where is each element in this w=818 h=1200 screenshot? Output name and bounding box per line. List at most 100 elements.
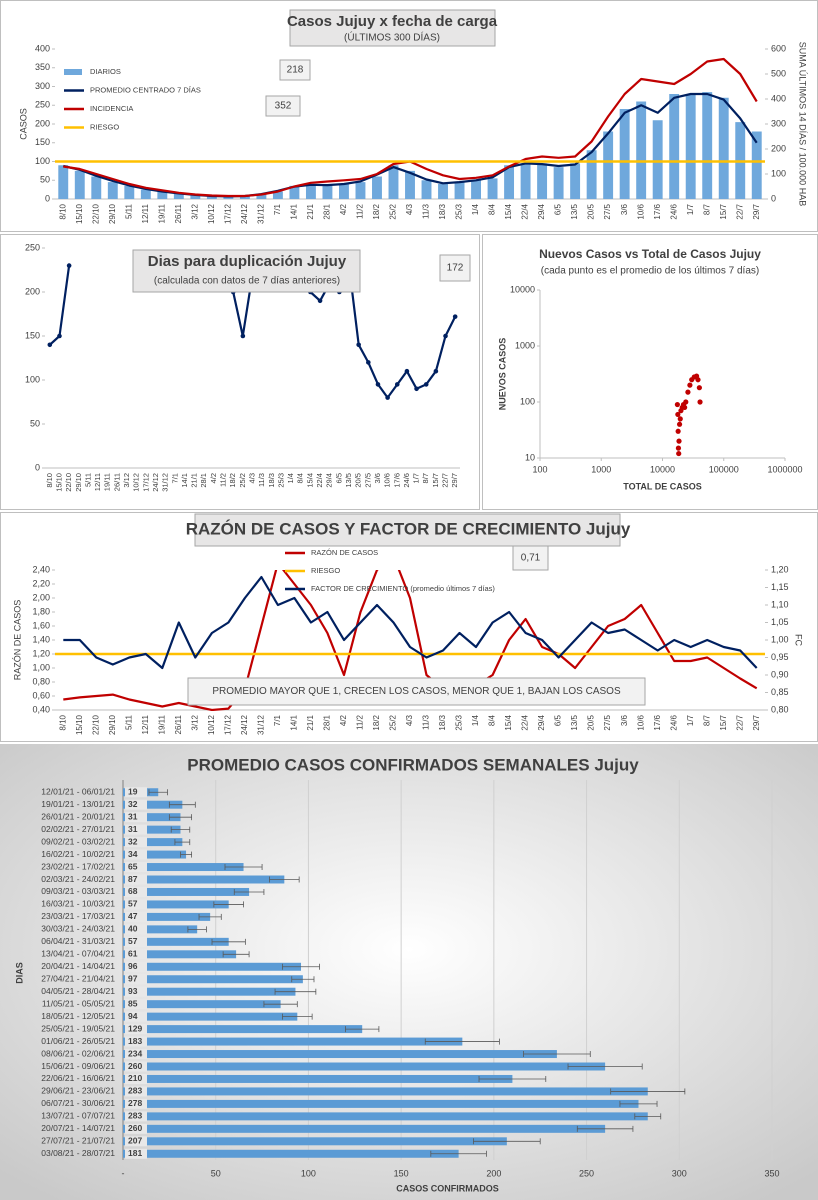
bar bbox=[123, 1099, 639, 1108]
y-tick-label: 18/05/21 - 12/05/21 bbox=[41, 1011, 115, 1021]
bar bbox=[586, 150, 597, 199]
y-tick-label: 27/04/21 - 21/04/21 bbox=[41, 973, 115, 983]
y2-tick-label: 100 bbox=[771, 168, 786, 178]
x-tick-label: 27/5 bbox=[603, 714, 612, 730]
x-tick-label: 13/5 bbox=[344, 473, 353, 488]
x-tick-label: 14/1 bbox=[290, 714, 299, 730]
panel bbox=[482, 234, 818, 510]
x-tick-label: 200 bbox=[486, 1168, 501, 1178]
y-tick-label: 27/07/21 - 21/07/21 bbox=[41, 1136, 115, 1146]
x-tick-label: 50 bbox=[211, 1168, 221, 1178]
chart-title: PROMEDIO CASOS CONFIRMADOS SEMANALES Juj… bbox=[187, 755, 639, 774]
point bbox=[414, 386, 419, 392]
y-tick-label: 06/04/21 - 31/03/21 bbox=[41, 936, 115, 946]
bar bbox=[123, 912, 211, 921]
x-tick-label: 17/6 bbox=[392, 473, 401, 488]
x-tick-label: 15/4 bbox=[504, 203, 513, 219]
value-label-bg bbox=[125, 1086, 147, 1097]
x-tick-label: 24/12 bbox=[240, 203, 249, 224]
point bbox=[356, 342, 361, 348]
bar bbox=[339, 184, 349, 199]
point bbox=[696, 385, 702, 391]
y2-tick-label: 1,00 bbox=[771, 634, 789, 644]
value-label: 181 bbox=[128, 1148, 142, 1158]
x-tick-label: 25/2 bbox=[389, 714, 398, 730]
y-tick-label: 1,80 bbox=[32, 606, 50, 616]
value-label-bg bbox=[125, 911, 147, 922]
y-tick-label: 1000 bbox=[515, 340, 535, 350]
x-tick-label: 19/11 bbox=[103, 473, 112, 491]
value-label-bg bbox=[125, 1011, 147, 1022]
bar bbox=[107, 182, 118, 199]
y-tick-label: 23/02/21 - 17/02/21 bbox=[41, 861, 115, 871]
x-tick-label: 6/5 bbox=[554, 714, 563, 726]
x-tick-label: 12/11 bbox=[141, 203, 150, 223]
y-tick-label: 0 bbox=[35, 462, 40, 472]
annotation: PROMEDIO MAYOR QUE 1, CRECEN LOS CASOS, … bbox=[212, 686, 621, 697]
y-tick-label: 350 bbox=[35, 62, 50, 72]
value-label: 283 bbox=[128, 1111, 142, 1121]
value-label-bg bbox=[125, 824, 147, 835]
bar bbox=[123, 962, 302, 971]
x-tick-label: 15/10 bbox=[75, 203, 84, 224]
y-tick-label: 30/03/21 - 24/03/21 bbox=[41, 924, 115, 934]
y-axis-label: DIAS bbox=[14, 962, 24, 984]
y-tick-label: 50 bbox=[40, 175, 50, 185]
x-tick-label: 10/6 bbox=[383, 473, 392, 488]
legend-label: INCIDENCIA bbox=[90, 104, 133, 113]
x-tick-label: 24/6 bbox=[669, 203, 678, 219]
point bbox=[682, 404, 688, 411]
x-tick-label: 3/6 bbox=[620, 714, 629, 726]
point bbox=[443, 333, 448, 339]
x-tick-label: 4/3 bbox=[247, 473, 256, 483]
y2-tick-label: 600 bbox=[771, 43, 786, 53]
y-tick-label: 16/02/21 - 10/02/21 bbox=[41, 849, 115, 859]
annotation: 218 bbox=[287, 65, 304, 76]
x-tick-label: 29/4 bbox=[537, 714, 546, 730]
bar bbox=[123, 800, 183, 809]
x-tick-label: 22/4 bbox=[315, 473, 324, 488]
y-tick-label: 300 bbox=[35, 81, 50, 91]
annotation-box bbox=[187, 677, 646, 706]
title-box bbox=[194, 513, 621, 547]
x-tick-label: 15/10 bbox=[75, 714, 84, 735]
y2-tick-label: 0 bbox=[771, 193, 776, 203]
value-label-bg bbox=[125, 1036, 147, 1047]
value-label-bg bbox=[125, 849, 147, 860]
bar bbox=[702, 92, 713, 199]
point bbox=[394, 382, 400, 387]
x-tick-label: 25/3 bbox=[276, 473, 285, 488]
x-tick-label: 1000000 bbox=[767, 464, 802, 474]
x-tick-label: 15/4 bbox=[504, 714, 513, 730]
bar bbox=[190, 195, 201, 199]
bar bbox=[355, 182, 366, 199]
bar bbox=[123, 863, 244, 872]
y-tick-label: 10 bbox=[525, 452, 535, 462]
chart-subtitle: (calculada con datos de 7 días anteriore… bbox=[154, 276, 340, 287]
chart-title: Casos Jujuy x fecha de carga bbox=[287, 13, 498, 30]
x-tick-label: 24/6 bbox=[402, 473, 411, 488]
point bbox=[317, 298, 323, 304]
legend-label: RIESGO bbox=[90, 122, 119, 131]
x-tick-label: 21/1 bbox=[306, 714, 315, 730]
bar bbox=[173, 193, 184, 199]
y2-tick-label: 0,85 bbox=[771, 687, 789, 697]
x-tick-label: 29/7 bbox=[752, 203, 761, 219]
x-tick-label: 25/3 bbox=[455, 203, 464, 219]
y2-tick-label: 0,80 bbox=[771, 704, 789, 714]
bar bbox=[272, 191, 283, 199]
bar bbox=[123, 1112, 648, 1121]
value-label: 260 bbox=[128, 1123, 142, 1133]
point bbox=[433, 368, 439, 374]
x-tick-label: 20/5 bbox=[354, 473, 363, 488]
x-tick-label: 3/6 bbox=[373, 473, 382, 483]
y-tick-label: 13/07/21 - 07/07/21 bbox=[41, 1111, 115, 1121]
bar bbox=[388, 165, 399, 199]
bar bbox=[619, 109, 630, 199]
x-tick-label: 100 bbox=[301, 1168, 316, 1178]
point bbox=[676, 438, 682, 444]
bar bbox=[636, 101, 647, 199]
line bbox=[63, 575, 758, 670]
x-tick-label: 18/3 bbox=[438, 203, 447, 219]
y-tick-label: 250 bbox=[25, 242, 40, 252]
